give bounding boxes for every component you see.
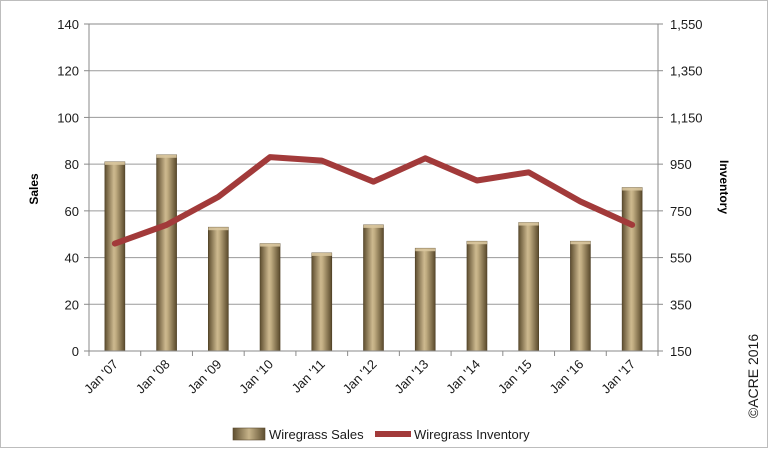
bar	[311, 252, 333, 352]
x-tick-label: Jan '08	[133, 357, 173, 397]
left-tick-label: 100	[57, 110, 79, 125]
right-tick-label: 550	[670, 251, 692, 266]
bar	[518, 222, 539, 352]
left-tick-label: 140	[57, 17, 79, 32]
legend-inventory-label: Wiregrass Inventory	[414, 427, 530, 442]
x-tick-label: Jan '17	[598, 357, 638, 397]
legend-sales-swatch	[232, 427, 266, 441]
bar	[414, 247, 436, 352]
x-tick-label: Jan '12	[340, 357, 380, 397]
bar	[259, 243, 281, 352]
bar	[570, 240, 591, 352]
left-tick-label: 40	[65, 251, 79, 266]
right-tick-label: 1,550	[670, 17, 703, 32]
left-tick-label: 60	[65, 204, 79, 219]
x-tick-label: Jan '13	[391, 357, 431, 397]
legend-sales-label: Wiregrass Sales	[269, 427, 364, 442]
bar	[363, 224, 384, 352]
right-tick-label: 350	[670, 297, 692, 312]
x-tick-label: Jan '11	[289, 357, 328, 396]
bar	[156, 154, 177, 352]
copyright-text: ©ACRE 2016	[745, 334, 761, 418]
right-axis-ticks: 150 350 550 750 950 1,150 1,350 1,550	[658, 17, 703, 359]
x-tick-label: Jan '07	[81, 357, 121, 397]
x-tick-label: Jan '10	[236, 357, 276, 397]
left-axis-title: Sales	[27, 173, 41, 205]
bar	[104, 161, 126, 352]
right-tick-label: 1,350	[670, 64, 703, 79]
left-tick-label: 0	[72, 344, 79, 359]
inventory-line	[111, 154, 636, 247]
x-tick-label: Jan '09	[184, 357, 224, 397]
left-axis-ticks: 0 20 40 60 80 100 120 140	[57, 17, 89, 359]
left-tick-label: 80	[65, 157, 79, 172]
x-tick-label: Jan '14	[443, 357, 483, 397]
left-tick-label: 120	[57, 64, 79, 79]
plot-area-border	[88, 23, 659, 352]
inventory-line-path	[111, 154, 636, 247]
right-axis-title: Inventory	[717, 160, 731, 214]
right-tick-label: 1,150	[670, 110, 703, 125]
x-tick-label: Jan '15	[495, 357, 535, 397]
plot-border	[88, 23, 659, 352]
legend: Wiregrass Sales Wiregrass Inventory	[232, 427, 530, 442]
bar	[466, 240, 488, 352]
left-tick-label: 20	[65, 297, 79, 312]
right-tick-label: 750	[670, 204, 692, 219]
right-tick-label: 150	[670, 344, 692, 359]
right-tick-label: 950	[670, 157, 692, 172]
bar	[621, 187, 643, 352]
sales-bars	[104, 154, 643, 352]
bar	[208, 226, 229, 352]
x-tick-label: Jan '16	[547, 357, 587, 397]
x-axis-ticks: Jan '07 Jan '08 Jan '09 Jan '10 Jan '11 Jan '…	[81, 351, 659, 397]
